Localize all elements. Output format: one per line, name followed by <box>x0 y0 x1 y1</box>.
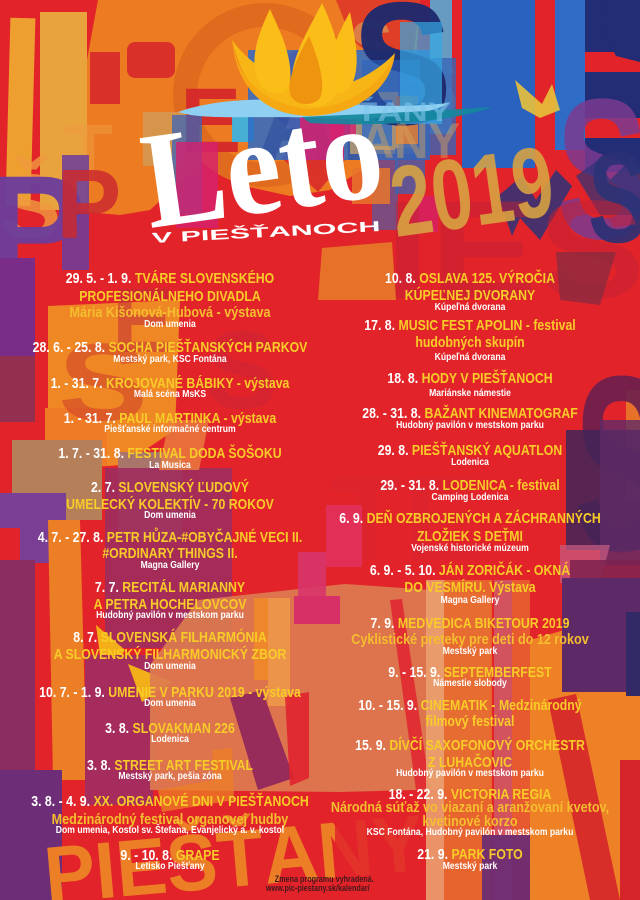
svg-text:ŤANY: ŤANY <box>356 96 451 127</box>
svg-text:2019: 2019 <box>383 125 560 259</box>
svg-text:E: E <box>112 270 173 372</box>
svg-text:Leto: Leto <box>133 73 392 258</box>
svg-text:P: P <box>56 149 121 259</box>
svg-text:Š: Š <box>0 155 61 258</box>
svg-text:S: S <box>58 321 148 444</box>
svg-text:S: S <box>205 309 278 432</box>
